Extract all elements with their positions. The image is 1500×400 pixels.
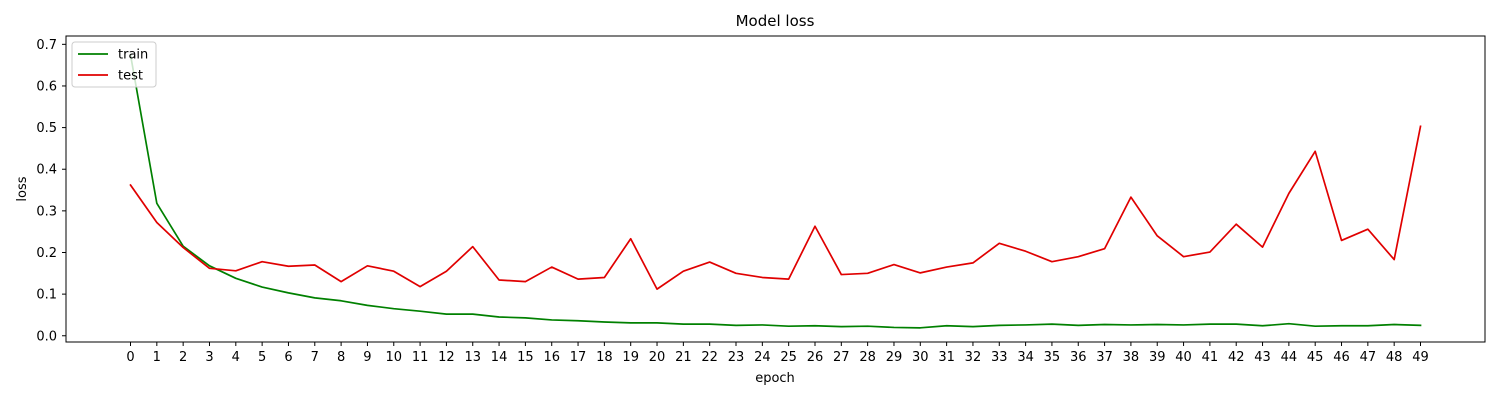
x-tick-label: 39 bbox=[1149, 350, 1166, 365]
x-tick-label: 7 bbox=[311, 350, 319, 365]
x-tick-label: 33 bbox=[991, 350, 1008, 365]
x-tick-label: 42 bbox=[1228, 350, 1245, 365]
x-tick-label: 13 bbox=[464, 350, 481, 365]
y-tick-label: 0.6 bbox=[36, 79, 57, 94]
x-tick-label: 11 bbox=[412, 350, 429, 365]
y-tick-label: 0.5 bbox=[36, 121, 57, 136]
x-tick-label: 12 bbox=[438, 350, 455, 365]
x-tick-label: 48 bbox=[1386, 350, 1403, 365]
y-tick-label: 0.0 bbox=[36, 329, 57, 344]
x-tick-label: 14 bbox=[491, 350, 508, 365]
legend: train test bbox=[71, 41, 157, 88]
y-tick-label: 0.4 bbox=[36, 163, 57, 178]
x-tick-label: 28 bbox=[859, 350, 876, 365]
x-tick-label: 19 bbox=[622, 350, 639, 365]
legend-label-train: train bbox=[118, 48, 148, 63]
x-tick-label: 15 bbox=[517, 350, 534, 365]
series-line-test bbox=[129, 125, 1422, 290]
x-tick-label: 21 bbox=[675, 350, 692, 365]
x-tick-label: 34 bbox=[1017, 350, 1034, 365]
y-tick-label: 0.1 bbox=[36, 288, 57, 303]
x-tick-label: 36 bbox=[1070, 350, 1087, 365]
x-tick-label: 37 bbox=[1096, 350, 1113, 365]
y-axis: 0.0 0.1 0.2 0.3 0.4 0.5 0.6 0.7 bbox=[36, 38, 66, 344]
x-tick-label: 46 bbox=[1333, 350, 1350, 365]
x-tick-label: 40 bbox=[1175, 350, 1192, 365]
x-tick-label: 31 bbox=[938, 350, 955, 365]
x-tick-label: 47 bbox=[1360, 350, 1377, 365]
x-tick-label: 25 bbox=[780, 350, 797, 365]
x-tick-label: 45 bbox=[1307, 350, 1324, 365]
y-tick-label: 0.7 bbox=[36, 38, 57, 53]
x-tick-label: 43 bbox=[1254, 350, 1271, 365]
y-axis-label: loss bbox=[15, 176, 30, 201]
x-tick-label: 24 bbox=[754, 350, 771, 365]
x-axis: 0 1 2 3 4 5 6 7 8 9 10 11 12 13 14 15 16 17 18 19 20 21 22 23 24… bbox=[126, 342, 1429, 365]
x-tick-label: 2 bbox=[179, 350, 187, 365]
x-tick-label: 32 bbox=[965, 350, 982, 365]
series-line-train bbox=[129, 53, 1422, 329]
x-tick-label: 30 bbox=[912, 350, 929, 365]
y-tick-label: 0.3 bbox=[36, 204, 57, 219]
x-tick-label: 23 bbox=[728, 350, 745, 365]
x-tick-label: 22 bbox=[701, 350, 718, 365]
x-tick-label: 1 bbox=[153, 350, 161, 365]
x-tick-label: 20 bbox=[649, 350, 666, 365]
x-tick-label: 26 bbox=[807, 350, 824, 365]
x-tick-label: 16 bbox=[543, 350, 560, 365]
x-tick-label: 41 bbox=[1202, 350, 1219, 365]
plot-frame bbox=[65, 35, 1486, 343]
x-tick-label: 27 bbox=[833, 350, 850, 365]
x-tick-label: 38 bbox=[1123, 350, 1140, 365]
x-tick-label: 9 bbox=[363, 350, 371, 365]
x-tick-label: 6 bbox=[284, 350, 292, 365]
x-tick-label: 29 bbox=[886, 350, 903, 365]
x-tick-label: 49 bbox=[1412, 350, 1429, 365]
x-tick-label: 10 bbox=[385, 350, 402, 365]
chart-title: Model loss bbox=[736, 12, 815, 30]
plot-lines bbox=[129, 53, 1422, 329]
x-tick-label: 35 bbox=[1044, 350, 1061, 365]
x-tick-label: 18 bbox=[596, 350, 613, 365]
x-axis-label: epoch bbox=[755, 371, 795, 386]
x-tick-label: 17 bbox=[570, 350, 587, 365]
x-tick-label: 0 bbox=[126, 350, 134, 365]
y-tick-label: 0.2 bbox=[36, 246, 57, 261]
x-tick-label: 44 bbox=[1281, 350, 1298, 365]
x-tick-label: 8 bbox=[337, 350, 345, 365]
x-tick-label: 4 bbox=[232, 350, 240, 365]
x-tick-label: 3 bbox=[205, 350, 213, 365]
legend-label-test: test bbox=[118, 69, 143, 84]
x-tick-label: 5 bbox=[258, 350, 266, 365]
